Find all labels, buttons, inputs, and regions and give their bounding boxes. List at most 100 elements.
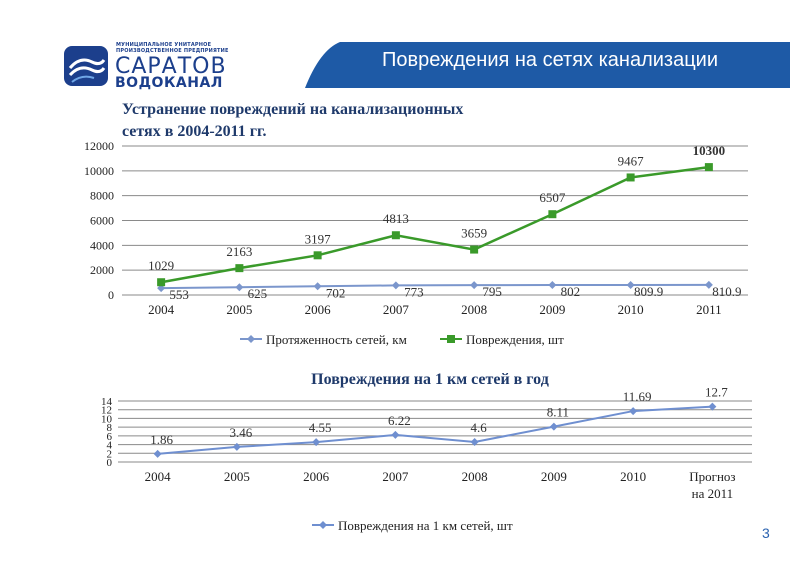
chart-1-data-label-0: 773 bbox=[404, 284, 424, 299]
chart-2-data-label-0: 6.22 bbox=[388, 413, 411, 428]
chart-2-y-tick-label: 6 bbox=[107, 431, 113, 443]
chart-2-data-label-0: 4.55 bbox=[309, 420, 332, 435]
chart-1-y-tick-label: 0 bbox=[108, 288, 114, 302]
chart-2-x-tick-label: на 2011 bbox=[692, 486, 734, 501]
chart-1-point-0 bbox=[235, 283, 244, 292]
chart-1-data-label-1: 10300 bbox=[693, 143, 726, 158]
chart-2-point-0 bbox=[232, 442, 241, 451]
chart-1-data-label-0: 702 bbox=[326, 285, 346, 300]
chart-2-data-label-0: 3.46 bbox=[230, 425, 253, 440]
chart-2-point-0 bbox=[708, 402, 717, 411]
chart-2-legend-label: Повреждения на 1 км сетей, шт bbox=[338, 518, 513, 533]
chart-1-point-1 bbox=[157, 278, 166, 287]
chart-1-data-label-1: 6507 bbox=[539, 190, 566, 205]
chart-1-data-label-1: 4813 bbox=[383, 211, 409, 226]
logo-small-text: МУНИЦИПАЛЬНОЕ УНИТАРНОЕ ПРОИЗВОДСТВЕННОЕ… bbox=[116, 42, 229, 54]
chart-2-series-line-0 bbox=[157, 405, 713, 455]
chart-1-data-label-0: 553 bbox=[169, 287, 189, 302]
chart-2-y-tick-label: 8 bbox=[107, 422, 113, 434]
chart-2-point-0 bbox=[470, 437, 479, 446]
chart-1-x-tick-label: 2009 bbox=[539, 302, 565, 317]
chart-1-point-1 bbox=[470, 245, 479, 254]
chart-1-legend-label: Протяженность сетей, км bbox=[266, 332, 407, 347]
logo-sub-text: ВОДОКАНАЛ bbox=[115, 75, 223, 91]
chart-1-data-label-0: 809.9 bbox=[634, 284, 663, 299]
chart-1-legend-label: Повреждения, шт bbox=[466, 332, 564, 347]
chart-1-point-0 bbox=[548, 281, 557, 290]
chart-1-point-1 bbox=[391, 231, 400, 240]
chart-2-y-tick-label: 2 bbox=[107, 448, 113, 460]
chart-1-x-tick-label: 2011 bbox=[696, 302, 722, 317]
chart-1-y-tick-label: 10000 bbox=[84, 164, 114, 178]
page-number: 3 bbox=[762, 525, 770, 541]
chart-2-point-0 bbox=[629, 407, 638, 416]
chart-1-legend-marker bbox=[247, 335, 255, 343]
chart-1-point-1 bbox=[704, 163, 713, 172]
chart-1-point-0 bbox=[626, 280, 635, 289]
chart-1-data-label-1: 3659 bbox=[461, 226, 487, 241]
chart-2-y-tick-label: 4 bbox=[107, 440, 113, 452]
chart-1-series-line-1 bbox=[160, 165, 710, 284]
chart-1-y-tick-label: 2000 bbox=[90, 263, 114, 277]
header-bar-shape bbox=[305, 42, 790, 88]
chart-1-point-1 bbox=[235, 264, 244, 273]
chart-2-y-tick-label: 0 bbox=[107, 457, 113, 469]
chart-1-point-0 bbox=[704, 280, 713, 289]
chart-2-x-tick-label: 2005 bbox=[224, 469, 250, 484]
chart-1-legend-marker bbox=[447, 335, 455, 343]
chart-2-data-label-0: 8.11 bbox=[547, 405, 569, 420]
chart-2-y-tick-label: 12 bbox=[101, 405, 112, 417]
chart-1-x-tick-label: 2007 bbox=[383, 302, 410, 317]
chart-2-title: Повреждения на 1 км сетей в год bbox=[311, 371, 549, 388]
chart-2-x-tick-label: 2006 bbox=[303, 469, 330, 484]
chart-1-data-label-0: 802 bbox=[561, 284, 581, 299]
chart-1-point-1 bbox=[313, 251, 322, 260]
chart-2-y-tick-label: 14 bbox=[101, 396, 113, 408]
chart-1-y-tick-label: 12000 bbox=[84, 139, 114, 153]
chart-1-point-0 bbox=[313, 282, 322, 291]
chart-2-x-tick-label: 2010 bbox=[620, 469, 646, 484]
chart-1-point-0 bbox=[157, 284, 166, 293]
chart-2-x-tick-label: 2007 bbox=[382, 469, 409, 484]
chart-2-point-0 bbox=[549, 422, 558, 431]
chart-1-x-tick-label: 2005 bbox=[226, 302, 252, 317]
logo-main-text: САРАТОВ bbox=[115, 54, 227, 79]
chart-1-x-tick-label: 2004 bbox=[148, 302, 175, 317]
chart-1-point-0 bbox=[391, 281, 400, 290]
chart-2-point-0 bbox=[153, 449, 162, 458]
logo-emblem-icon bbox=[64, 46, 108, 86]
chart-1-data-label-0: 810.9 bbox=[712, 284, 741, 299]
chart-2-x-tick-label: 2004 bbox=[145, 469, 172, 484]
chart-1-point-1 bbox=[548, 210, 557, 219]
chart-1-data-label-1: 9467 bbox=[618, 153, 645, 168]
chart-1-data-label-1: 2163 bbox=[226, 244, 252, 259]
chart-1-y-tick-label: 6000 bbox=[90, 214, 114, 228]
chart-2-data-label-0: 12.7 bbox=[705, 385, 728, 400]
chart-1-data-label-1: 1029 bbox=[148, 258, 174, 273]
chart-1-y-tick-label: 8000 bbox=[90, 189, 114, 203]
chart-1-point-1 bbox=[626, 173, 635, 182]
chart-2-x-tick-label: Прогноз bbox=[689, 469, 735, 484]
chart-1-data-label-0: 625 bbox=[248, 286, 268, 301]
chart-2-x-tick-label: 2008 bbox=[462, 469, 488, 484]
chart-1-point-0 bbox=[470, 281, 479, 290]
chart-1-y-tick-label: 4000 bbox=[90, 238, 114, 252]
chart-1-data-label-0: 795 bbox=[482, 284, 502, 299]
chart-1-x-tick-label: 2008 bbox=[461, 302, 487, 317]
chart-1-x-tick-label: 2010 bbox=[618, 302, 644, 317]
company-logo: МУНИЦИПАЛЬНОЕ УНИТАРНОЕ ПРОИЗВОДСТВЕННОЕ… bbox=[62, 42, 242, 91]
header-bar bbox=[305, 42, 790, 88]
chart-2-data-label-0: 11.69 bbox=[623, 389, 652, 404]
chart-1-series-line-0 bbox=[161, 283, 709, 290]
chart-2-point-0 bbox=[312, 438, 321, 447]
chart-2-data-label-0: 4.6 bbox=[471, 420, 488, 435]
chart-1-data-label-1: 3197 bbox=[305, 231, 332, 246]
chart-2-x-tick-label: 2009 bbox=[541, 469, 567, 484]
chart-2-y-tick-label: 10 bbox=[101, 413, 113, 425]
chart-1-title: Устранение повреждений на канализационны… bbox=[122, 101, 464, 140]
page-title: Повреждения на сетях канализации bbox=[381, 49, 719, 71]
chart-2-legend-marker bbox=[319, 521, 327, 529]
chart-2-point-0 bbox=[391, 430, 400, 439]
chart-1-x-tick-label: 2006 bbox=[305, 302, 332, 317]
chart-2-data-label-0: 1.86 bbox=[150, 432, 173, 447]
